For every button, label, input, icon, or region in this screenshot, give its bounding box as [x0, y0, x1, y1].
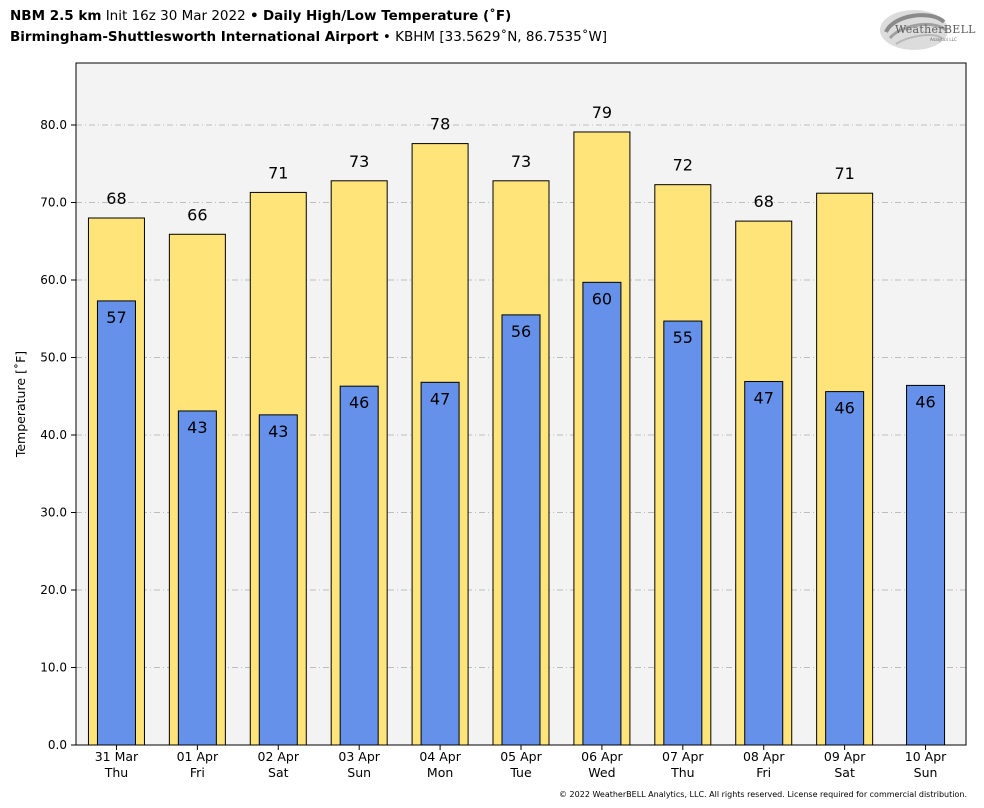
- station-name: Birmingham-Shuttlesworth International A…: [10, 29, 379, 45]
- x-tick-weekday: Thu: [104, 765, 128, 780]
- y-tick-label: 40.0: [40, 428, 67, 442]
- logo-text: WeatherBELL: [895, 23, 976, 36]
- init-time: Init 16z 30 Mar 2022: [105, 8, 246, 24]
- station-info: KBHM [33.5629˚N, 86.7535˚W]: [395, 29, 608, 45]
- x-tick-date: 06 Apr: [581, 749, 623, 764]
- x-tick-date: 08 Apr: [743, 749, 785, 764]
- title-separator: •: [250, 8, 259, 24]
- low-value-label: 47: [430, 389, 450, 408]
- x-tick-weekday: Sat: [268, 765, 289, 780]
- high-value-label: 79: [592, 103, 612, 122]
- high-value-label: 71: [268, 163, 288, 182]
- x-tick-date: 05 Apr: [500, 749, 542, 764]
- x-tick-date: 01 Apr: [177, 749, 219, 764]
- y-tick-label: 30.0: [40, 506, 67, 520]
- x-tick-date: 04 Apr: [419, 749, 461, 764]
- x-tick-weekday: Mon: [427, 765, 453, 780]
- low-bar: [420, 381, 460, 746]
- axes: 0.0 10.0 20.0 30.0 40.0 50.0 60.0 70.0 80.0 31 Ma…: [40, 118, 947, 780]
- x-tick-date: 09 Apr: [824, 749, 866, 764]
- low-value-label: 60: [592, 289, 612, 308]
- x-tick-date: 07 Apr: [662, 749, 704, 764]
- chart-header: NBM 2.5 km Init 16z 30 Mar 2022 • Daily …: [10, 6, 607, 48]
- y-axis-label: Temperature [˚F]: [13, 351, 28, 458]
- low-bar: [339, 385, 379, 746]
- product-title: Daily High/Low Temperature (˚F): [262, 8, 512, 24]
- x-tick-date: 10 Apr: [905, 749, 947, 764]
- high-value-label: 72: [673, 156, 693, 175]
- y-tick-label: 20.0: [40, 583, 67, 597]
- data-labels: 68 57 66 43 71 43 73 46 78 47 73 56 79 60 72 55 68 47 71 46…: [106, 103, 935, 441]
- weatherbell-logo: [880, 10, 948, 50]
- low-bar: [258, 414, 298, 746]
- x-tick-weekday: Sun: [914, 765, 938, 780]
- x-tick-weekday: Thu: [670, 765, 694, 780]
- low-value-label: 47: [754, 389, 774, 408]
- low-value-label: 56: [511, 322, 531, 341]
- x-tick-weekday: Fri: [190, 765, 205, 780]
- high-value-label: 68: [754, 192, 774, 211]
- logo-subtext: Analytics LLC: [930, 37, 957, 42]
- copyright-notice: © 2022 WeatherBELL Analytics, LLC. All r…: [559, 790, 967, 799]
- low-bar: [906, 384, 946, 746]
- low-value-label: 57: [106, 308, 126, 327]
- low-value-label: 46: [834, 399, 854, 418]
- x-tick-weekday: Sun: [347, 765, 371, 780]
- high-value-label: 78: [430, 115, 450, 134]
- high-value-label: 73: [349, 152, 369, 171]
- y-tick-label: 80.0: [40, 118, 67, 132]
- low-bar: [177, 410, 217, 746]
- low-value-label: 46: [349, 393, 369, 412]
- y-tick-label: 10.0: [40, 661, 67, 675]
- low-bar: [663, 320, 703, 746]
- high-value-label: 73: [511, 152, 531, 171]
- y-tick-label: 0.0: [48, 738, 67, 752]
- y-tick-label: 60.0: [40, 273, 67, 287]
- x-tick-weekday: Fri: [756, 765, 771, 780]
- low-bar: [744, 381, 784, 746]
- x-tick-date: 02 Apr: [258, 749, 300, 764]
- model-name: NBM 2.5 km: [10, 8, 102, 24]
- low-bar: [501, 314, 541, 746]
- low-value-label: 43: [268, 422, 288, 441]
- low-bar: [825, 391, 865, 746]
- low-bar: [582, 281, 622, 746]
- high-value-label: 68: [106, 189, 126, 208]
- x-tick-weekday: Wed: [588, 765, 615, 780]
- low-value-label: 55: [673, 328, 693, 347]
- y-tick-label: 50.0: [40, 351, 67, 365]
- title-line-1: NBM 2.5 km Init 16z 30 Mar 2022 • Daily …: [10, 6, 607, 27]
- bars: [87, 131, 946, 746]
- low-value-label: 43: [187, 418, 207, 437]
- x-tick-weekday: Tue: [509, 765, 532, 780]
- y-tick-label: 70.0: [40, 196, 67, 210]
- station-separator: •: [382, 29, 391, 45]
- x-tick-weekday: Sat: [834, 765, 855, 780]
- x-tick-date: 31 Mar: [95, 749, 139, 764]
- title-line-2: Birmingham-Shuttlesworth International A…: [10, 27, 607, 48]
- high-value-label: 71: [834, 164, 854, 183]
- low-value-label: 46: [915, 392, 935, 411]
- high-value-label: 66: [187, 205, 207, 224]
- x-tick-date: 03 Apr: [338, 749, 380, 764]
- low-bar: [96, 300, 136, 746]
